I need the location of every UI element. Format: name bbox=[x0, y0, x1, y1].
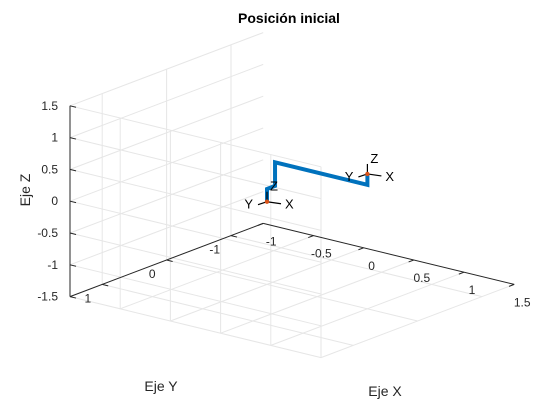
x-tick-mark bbox=[358, 247, 364, 251]
y-tick-mark bbox=[166, 259, 173, 262]
axes bbox=[69, 105, 515, 299]
grid-line bbox=[230, 235, 483, 298]
z-tick-label: 0.5 bbox=[41, 162, 58, 176]
grid-line bbox=[69, 296, 322, 359]
x-tick-label: 1.5 bbox=[514, 295, 531, 309]
y-tick-label: -1 bbox=[209, 243, 220, 257]
x-tick-mark bbox=[308, 235, 314, 239]
z-tick-mark bbox=[69, 264, 77, 267]
chart-title: Posición inicial bbox=[238, 10, 340, 26]
z-tick-label: 0 bbox=[51, 194, 58, 208]
z-tick-label: -1 bbox=[47, 258, 58, 272]
frame-y-label: Y bbox=[244, 197, 253, 212]
z-axis-label: Eje Z bbox=[17, 173, 33, 206]
z-tick-label: 1 bbox=[51, 131, 58, 145]
grid-line bbox=[69, 95, 264, 170]
z-tick-mark bbox=[69, 168, 77, 172]
grid-lines bbox=[69, 32, 515, 359]
frame-z-label: Z bbox=[270, 179, 278, 194]
grid-line bbox=[69, 264, 322, 327]
grid-line bbox=[69, 127, 264, 202]
grid-line bbox=[69, 232, 322, 295]
y-tick-mark bbox=[230, 235, 238, 238]
grid-line bbox=[166, 259, 418, 322]
tick-labels: -1 -0.5 0 0.5 1 1.5 -1 0 1 -1.5 -1 -0.5 0 0.5 1 1.5 bbox=[37, 99, 531, 310]
x-tick-mark bbox=[458, 271, 465, 275]
grid-line bbox=[69, 63, 264, 139]
z-tick-mark bbox=[69, 232, 77, 235]
frame-x-axis bbox=[367, 173, 382, 177]
grid-line bbox=[102, 283, 354, 346]
robot-arm-series bbox=[265, 159, 370, 202]
y-tick-label: 0 bbox=[149, 267, 156, 281]
x-tick-mark bbox=[408, 259, 414, 263]
grid-line bbox=[69, 105, 322, 168]
grid-line bbox=[69, 137, 322, 200]
x-tick-label: -1 bbox=[266, 234, 277, 248]
frame-z-label: Z bbox=[370, 151, 378, 166]
frame-y-label: Y bbox=[345, 169, 354, 184]
y-tick-label: 1 bbox=[85, 291, 92, 305]
frame-x-axis bbox=[266, 201, 282, 205]
x-axis-label: Eje X bbox=[368, 383, 402, 399]
x-tick-label: 0 bbox=[368, 259, 375, 273]
y-tick-mark bbox=[102, 283, 109, 287]
grid-line bbox=[69, 168, 322, 231]
z-tick-label: 1.5 bbox=[41, 99, 58, 113]
z-tick-label: -1.5 bbox=[37, 290, 58, 304]
frame-origin-marker bbox=[264, 199, 270, 204]
z-tick-mark bbox=[69, 296, 77, 299]
grid-line bbox=[69, 159, 264, 234]
frame-x-label: X bbox=[385, 169, 394, 184]
series-line bbox=[265, 159, 370, 202]
x-tick-mark bbox=[257, 222, 264, 226]
z-tick-label: -0.5 bbox=[37, 226, 58, 240]
frame-x-label: X bbox=[285, 197, 294, 212]
y-axis-label: Eje Y bbox=[144, 378, 178, 394]
z-tick-mark bbox=[69, 200, 77, 204]
x-tick-label: 0.5 bbox=[413, 271, 430, 285]
x-tick-label: -0.5 bbox=[311, 247, 332, 261]
z-tick-mark bbox=[69, 105, 77, 108]
grid-line bbox=[69, 32, 264, 107]
x-tick-label: 1 bbox=[469, 283, 476, 297]
grid-line bbox=[69, 200, 322, 263]
x-axis-line bbox=[263, 222, 515, 285]
grid-line bbox=[69, 191, 264, 266]
z-tick-mark bbox=[69, 137, 77, 140]
frame-origin-marker bbox=[365, 171, 370, 177]
x-tick-mark bbox=[508, 283, 515, 287]
